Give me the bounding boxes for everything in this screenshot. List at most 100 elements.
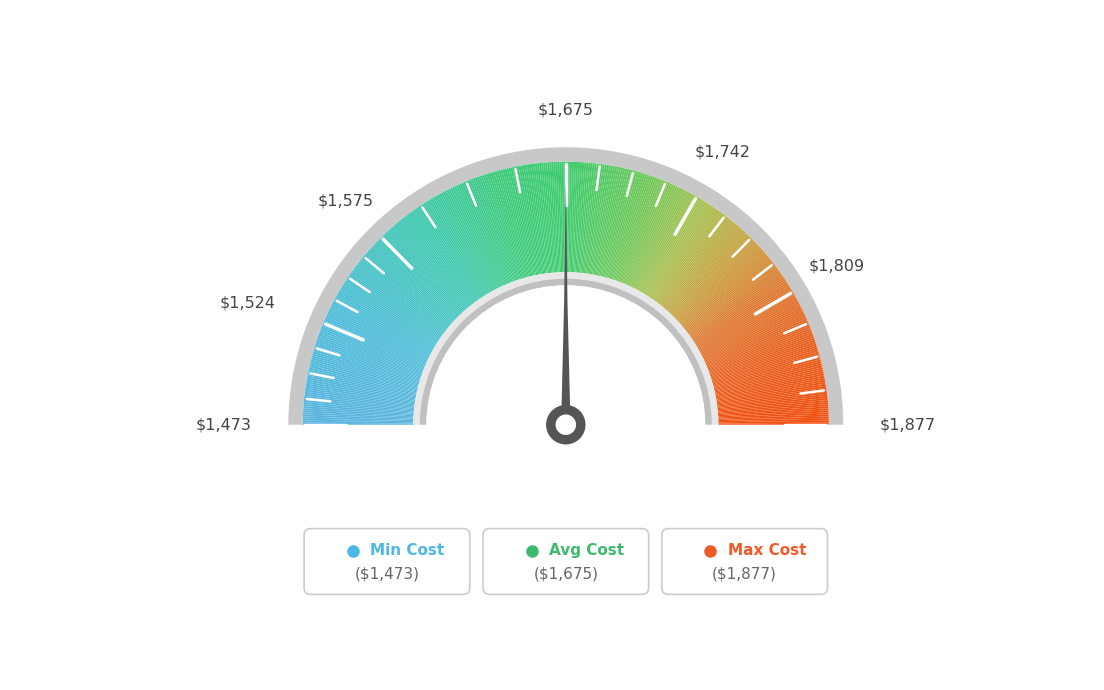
Wedge shape bbox=[716, 380, 826, 400]
Wedge shape bbox=[314, 347, 420, 381]
Wedge shape bbox=[564, 161, 565, 272]
Wedge shape bbox=[718, 394, 827, 408]
Text: $1,473: $1,473 bbox=[195, 417, 252, 432]
Wedge shape bbox=[652, 208, 716, 300]
Wedge shape bbox=[644, 198, 701, 294]
Wedge shape bbox=[431, 198, 488, 294]
Wedge shape bbox=[375, 241, 456, 319]
Wedge shape bbox=[497, 170, 527, 277]
Wedge shape bbox=[309, 367, 417, 393]
Wedge shape bbox=[457, 184, 505, 286]
Wedge shape bbox=[485, 174, 520, 279]
Wedge shape bbox=[498, 170, 528, 277]
Wedge shape bbox=[618, 178, 659, 282]
Wedge shape bbox=[638, 193, 692, 291]
Wedge shape bbox=[527, 164, 544, 274]
Wedge shape bbox=[655, 210, 721, 302]
Wedge shape bbox=[480, 175, 518, 280]
Wedge shape bbox=[482, 175, 519, 280]
Wedge shape bbox=[348, 275, 440, 339]
Wedge shape bbox=[711, 342, 816, 377]
Wedge shape bbox=[428, 199, 487, 295]
Wedge shape bbox=[545, 162, 555, 273]
Wedge shape bbox=[718, 406, 828, 415]
Wedge shape bbox=[383, 235, 460, 315]
Wedge shape bbox=[320, 328, 424, 370]
Wedge shape bbox=[435, 195, 491, 292]
Wedge shape bbox=[578, 163, 591, 273]
Wedge shape bbox=[650, 206, 713, 299]
Wedge shape bbox=[302, 413, 413, 419]
Wedge shape bbox=[505, 168, 531, 277]
Wedge shape bbox=[715, 375, 825, 397]
Wedge shape bbox=[573, 162, 581, 273]
Wedge shape bbox=[571, 162, 576, 273]
Wedge shape bbox=[651, 207, 715, 299]
Wedge shape bbox=[305, 388, 415, 404]
Wedge shape bbox=[577, 163, 588, 273]
Wedge shape bbox=[675, 240, 755, 319]
Wedge shape bbox=[365, 253, 450, 326]
Wedge shape bbox=[584, 164, 598, 273]
Wedge shape bbox=[565, 161, 567, 272]
Wedge shape bbox=[567, 161, 570, 272]
Text: Avg Cost: Avg Cost bbox=[549, 544, 624, 558]
Polygon shape bbox=[562, 405, 570, 440]
Wedge shape bbox=[310, 359, 418, 388]
Wedge shape bbox=[643, 197, 700, 293]
Wedge shape bbox=[553, 162, 560, 273]
Wedge shape bbox=[682, 254, 767, 326]
Wedge shape bbox=[338, 291, 435, 348]
Wedge shape bbox=[413, 272, 719, 425]
Wedge shape bbox=[425, 201, 485, 296]
Text: ($1,675): ($1,675) bbox=[533, 566, 598, 581]
Wedge shape bbox=[606, 171, 637, 278]
Wedge shape bbox=[371, 246, 454, 322]
Wedge shape bbox=[647, 201, 707, 296]
Wedge shape bbox=[519, 166, 540, 275]
Wedge shape bbox=[668, 229, 743, 312]
Wedge shape bbox=[710, 339, 815, 377]
Wedge shape bbox=[588, 165, 607, 274]
Polygon shape bbox=[562, 180, 570, 405]
Wedge shape bbox=[625, 183, 670, 285]
Wedge shape bbox=[488, 172, 522, 279]
Wedge shape bbox=[407, 213, 475, 303]
Wedge shape bbox=[543, 163, 554, 273]
Wedge shape bbox=[718, 411, 828, 417]
Wedge shape bbox=[317, 339, 422, 377]
Wedge shape bbox=[672, 236, 751, 316]
Wedge shape bbox=[317, 337, 422, 375]
Wedge shape bbox=[572, 162, 578, 273]
Wedge shape bbox=[707, 324, 809, 368]
Wedge shape bbox=[714, 365, 822, 391]
Wedge shape bbox=[304, 396, 414, 409]
Wedge shape bbox=[358, 262, 446, 331]
Wedge shape bbox=[719, 423, 829, 425]
Wedge shape bbox=[302, 423, 413, 425]
Wedge shape bbox=[305, 394, 414, 408]
Wedge shape bbox=[302, 161, 829, 425]
Wedge shape bbox=[666, 226, 740, 310]
Wedge shape bbox=[709, 334, 814, 373]
Wedge shape bbox=[315, 346, 421, 380]
Wedge shape bbox=[490, 172, 523, 279]
Wedge shape bbox=[676, 243, 757, 320]
Wedge shape bbox=[703, 309, 803, 359]
Wedge shape bbox=[522, 165, 542, 274]
Wedge shape bbox=[362, 257, 448, 328]
Wedge shape bbox=[691, 275, 784, 339]
Wedge shape bbox=[420, 279, 712, 425]
Wedge shape bbox=[716, 390, 827, 406]
Wedge shape bbox=[306, 382, 415, 401]
Wedge shape bbox=[673, 239, 753, 317]
Wedge shape bbox=[639, 195, 694, 292]
Wedge shape bbox=[676, 241, 756, 319]
Wedge shape bbox=[668, 230, 744, 313]
Wedge shape bbox=[521, 166, 541, 275]
Wedge shape bbox=[452, 187, 501, 287]
Wedge shape bbox=[585, 164, 601, 273]
Wedge shape bbox=[445, 190, 497, 289]
Wedge shape bbox=[613, 175, 649, 280]
Wedge shape bbox=[574, 162, 582, 273]
